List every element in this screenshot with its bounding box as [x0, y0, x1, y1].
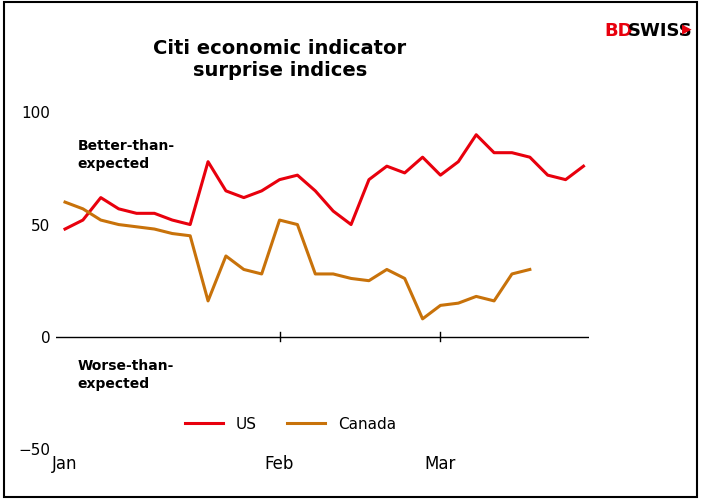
Text: Worse-than-
expected: Worse-than- expected	[78, 359, 174, 391]
Text: BD: BD	[604, 22, 633, 40]
Legend: US, Canada: US, Canada	[179, 411, 402, 438]
Text: ▶: ▶	[682, 22, 692, 35]
Text: Better-than-
expected: Better-than- expected	[78, 139, 175, 171]
Title: Citi economic indicator
surprise indices: Citi economic indicator surprise indices	[154, 39, 407, 80]
Text: SWISS: SWISS	[628, 22, 693, 40]
